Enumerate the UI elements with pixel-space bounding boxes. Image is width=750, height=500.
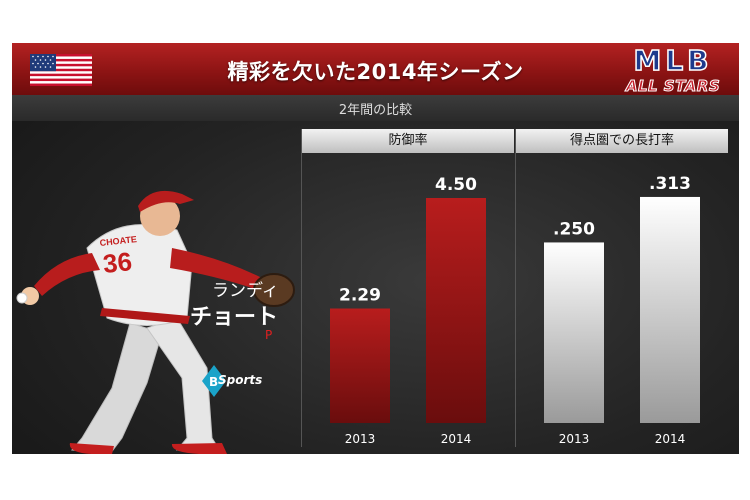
b-sports-logo-icon: B (202, 365, 226, 397)
era-panel-header: 防御率 (302, 129, 514, 153)
slg-category-label-2013: 2013 (559, 432, 590, 446)
era-value-label-2014: 4.50 (435, 175, 477, 195)
era-category-label-2013: 2013 (345, 432, 376, 446)
player-position: P (265, 328, 273, 342)
usa-flag-icon (30, 54, 92, 86)
era-category-label-2014: 2014 (441, 432, 472, 446)
brand-text: Sports (218, 373, 263, 387)
slg-bar-2014 (640, 196, 700, 423)
chart-canvas: 2.29 2013 4.50 2014 .250 2013 .313 2014 (330, 174, 700, 446)
svg-text:B: B (209, 375, 218, 389)
slg-bar-2013 (544, 242, 604, 423)
chart-subtitle: 2年間の比較 (338, 103, 413, 118)
slg-category-label-2014: 2014 (655, 432, 686, 446)
era-value-label-2013: 2.29 (339, 286, 381, 306)
slg-value-label-2013: .250 (553, 219, 595, 239)
player-first-name: ランディ (212, 281, 279, 301)
panel-divider-middle (515, 129, 516, 447)
slg-value-label-2014: .313 (649, 174, 691, 194)
panel-divider-left (301, 129, 302, 447)
slg-panel-header: 得点圏での長打率 (516, 129, 728, 153)
title-bar: 精彩を欠いた2014年シーズン MLB ALL STARS (12, 43, 739, 96)
logo-mlb-text: MLB (633, 44, 713, 77)
era-bar-2013 (330, 308, 390, 423)
logo-all-stars-text: ALL STARS (625, 77, 721, 96)
pitcher-illustration: 36 CHOATE (16, 190, 295, 454)
player-last-name: チョート (190, 305, 279, 330)
jersey-name: CHOATE (99, 234, 137, 248)
chart-title: 精彩を欠いた2014年シーズン (227, 60, 524, 84)
infographic-frame: 2.29 2013 4.50 2014 .250 2013 .313 2014 精彩を欠いた2… (12, 43, 739, 454)
era-bar-2014 (426, 198, 486, 423)
jersey-number: 36 (101, 246, 133, 279)
subtitle-bar: 2年間の比較 (12, 95, 739, 121)
mlb-all-stars-logo: MLB ALL STARS (618, 44, 728, 104)
